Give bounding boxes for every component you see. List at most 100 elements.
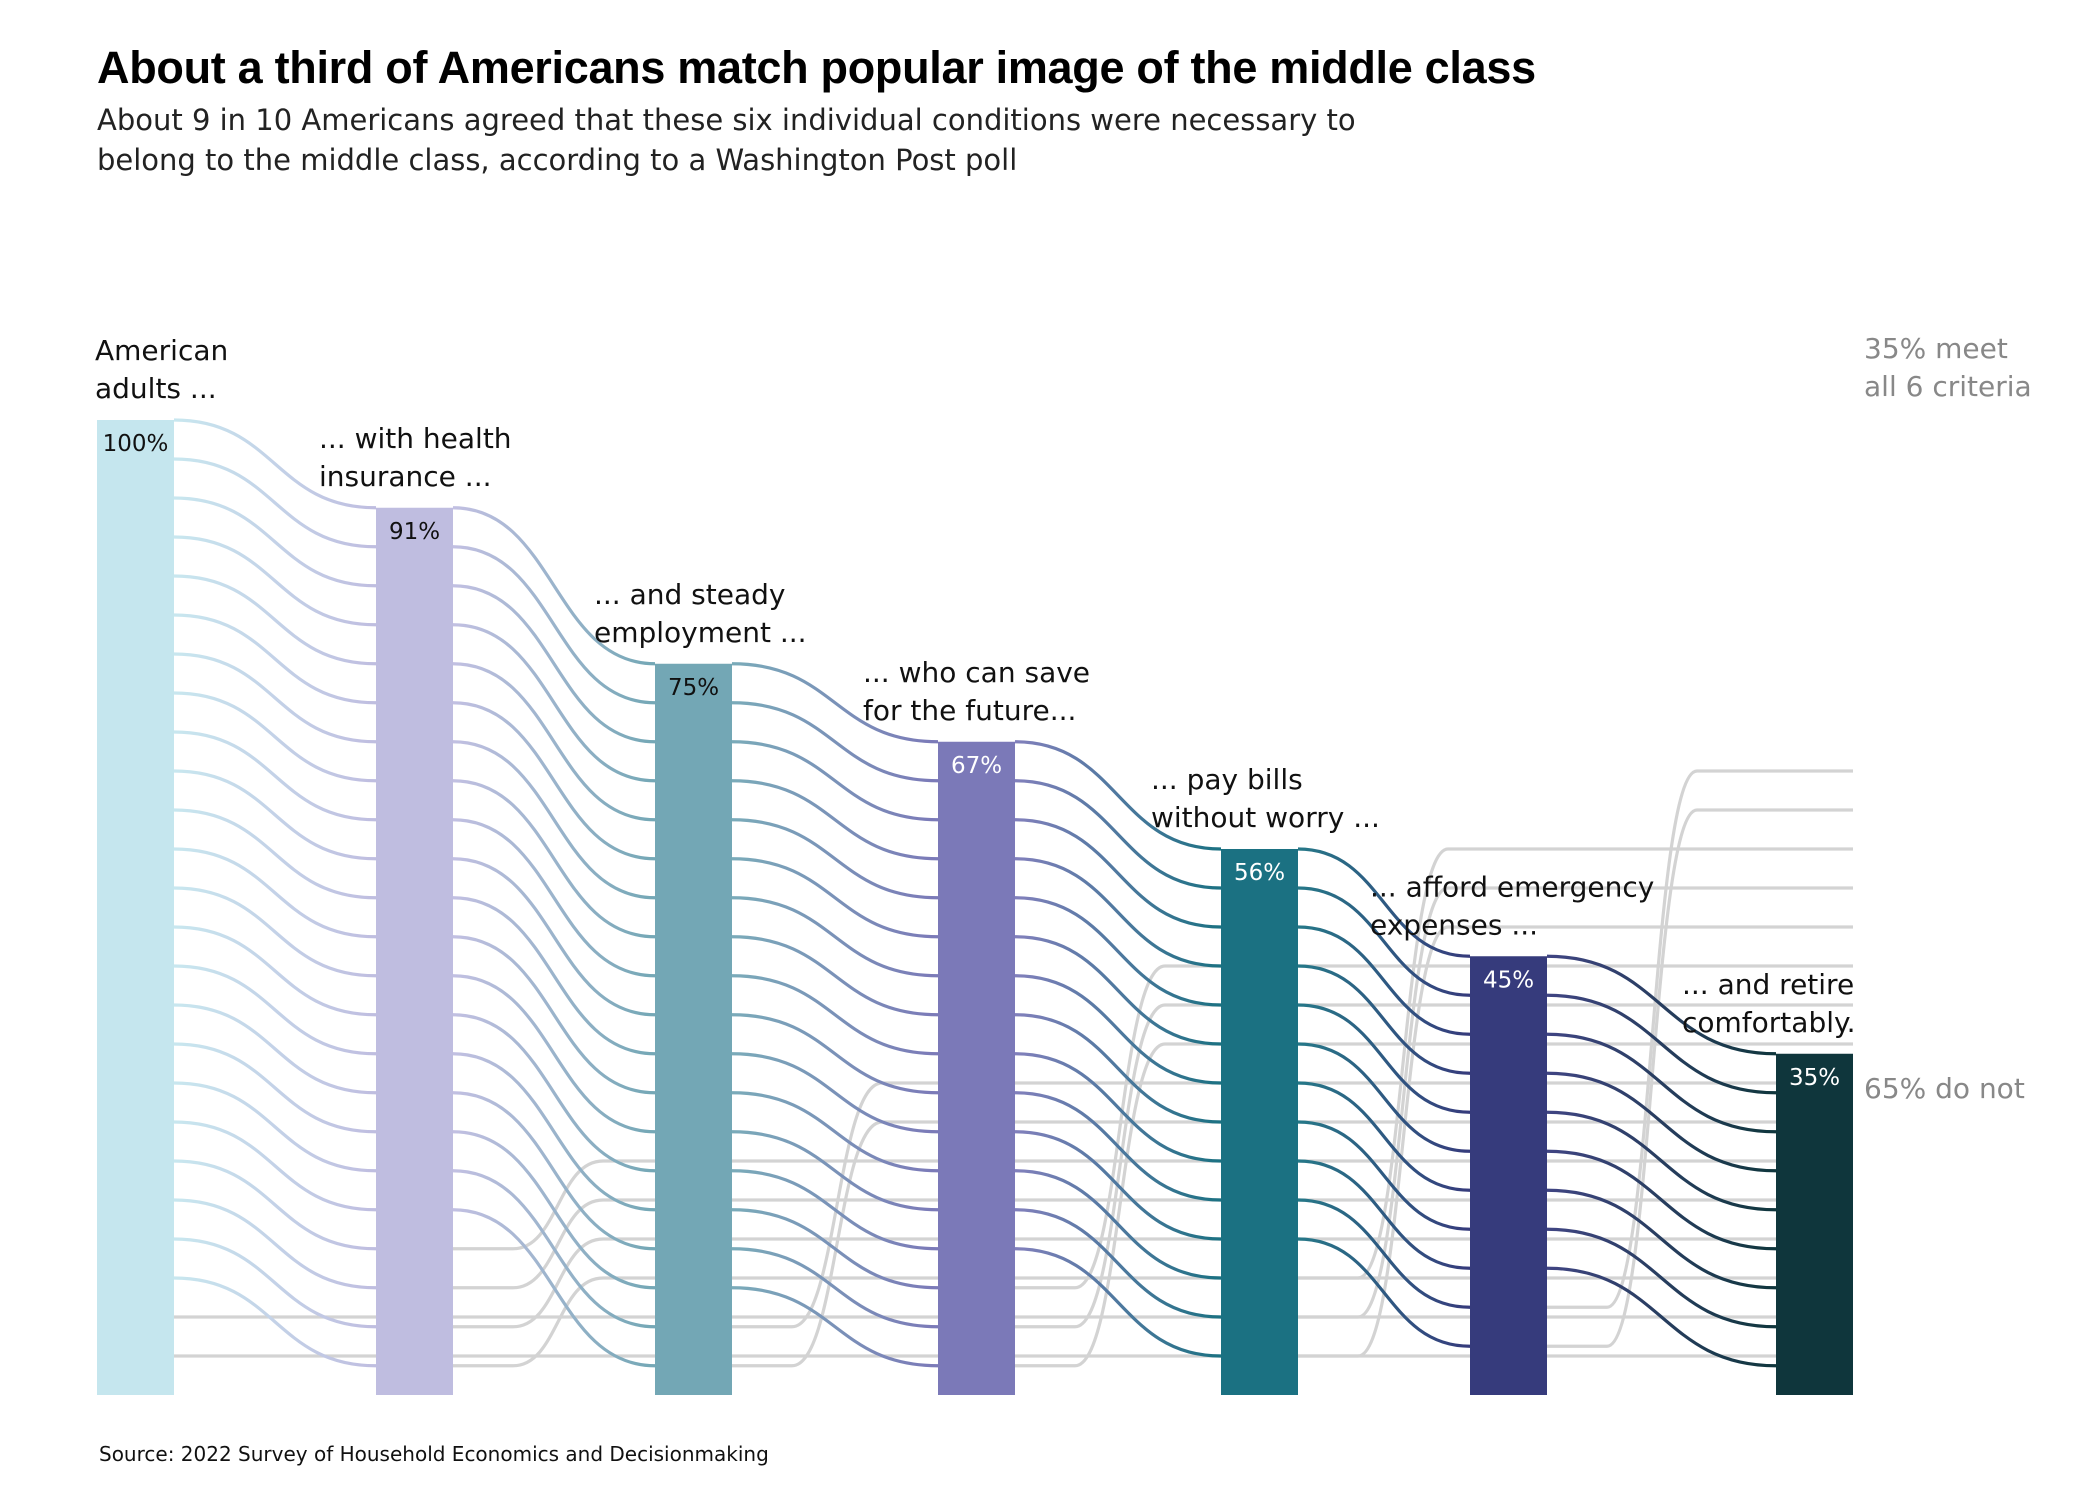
flow-line	[1297, 886, 1471, 997]
flow-line	[452, 1169, 656, 1329]
flow-line	[1546, 1266, 1777, 1368]
stage-labels: American adults ... ... with health insuran…	[95, 334, 1855, 1039]
stage-percent-label: 75%	[668, 675, 719, 701]
flow-line	[452, 935, 656, 1095]
outcome-labels: 35% meet all 6 criteria 65% do not	[1864, 332, 2032, 1105]
stage-label-line: American	[95, 334, 228, 367]
flow-line	[1014, 935, 1222, 1046]
flow-line	[1546, 1188, 1777, 1290]
flow-line	[173, 730, 377, 822]
stage-label-line: comfortably.	[1682, 1006, 1855, 1039]
flow-line	[731, 1013, 939, 1095]
flow-line	[1297, 1003, 1471, 1114]
flow-line	[1014, 857, 1222, 968]
flow-line	[173, 1276, 377, 1368]
flow-line	[731, 1169, 939, 1251]
flow-line	[452, 818, 656, 978]
flow-line	[1014, 1052, 1222, 1163]
chart-title: About a third of Americans match popular…	[97, 42, 1536, 93]
flow-line	[1297, 925, 1471, 1036]
source-note: Source: 2022 Survey of Household Economi…	[99, 1442, 769, 1466]
stage-label-line: expenses ...	[1370, 908, 1538, 941]
flow-line	[173, 535, 377, 627]
flow-line	[452, 506, 656, 666]
flow-line	[1297, 1042, 1471, 1153]
flow-line	[1014, 1130, 1222, 1241]
dropout-line	[453, 1276, 1853, 1368]
flow-line	[173, 1120, 377, 1212]
flow-line	[452, 974, 656, 1134]
flow-line	[173, 574, 377, 666]
flow-line	[173, 691, 377, 783]
flow-line	[731, 1091, 939, 1173]
dropout-line	[1298, 886, 1853, 1319]
flow-line	[1014, 740, 1222, 851]
flow-line	[1546, 954, 1777, 1056]
flow-line	[173, 886, 377, 978]
flow-line	[1297, 1198, 1471, 1309]
stage-bar	[376, 507, 453, 1395]
flow-line	[1297, 1120, 1471, 1231]
flow-line	[173, 1198, 377, 1290]
stage-percent-label: 35%	[1789, 1065, 1840, 1091]
stage-label-line: employment ...	[594, 616, 807, 649]
flow-line	[731, 1247, 939, 1329]
stage-label-line: ... with health	[319, 422, 512, 455]
outcome-label-line: 35% meet	[1864, 332, 2008, 365]
stage-percent-label: 45%	[1483, 967, 1534, 993]
stage-label-line: adults ...	[95, 372, 217, 405]
dropout-line	[453, 1159, 1853, 1251]
flow-line	[1014, 1013, 1222, 1124]
flow-line	[731, 857, 939, 939]
stage-label-line: for the future...	[863, 694, 1076, 727]
flow-line	[452, 857, 656, 1017]
flow-line	[173, 769, 377, 861]
dropout-line	[1015, 964, 1853, 1290]
flow-line	[173, 1042, 377, 1134]
flow-line	[173, 1159, 377, 1251]
stage-bar	[97, 420, 174, 1395]
stage-flows	[173, 418, 1777, 1368]
flow-line	[731, 1130, 939, 1212]
stage-percent-label: 91%	[389, 519, 440, 545]
stage-percent-label: 56%	[1234, 860, 1285, 886]
flow-line	[1297, 1081, 1471, 1192]
flow-line	[1014, 1091, 1222, 1202]
flow-line	[173, 457, 377, 549]
stage-label-line: without worry ...	[1151, 801, 1380, 834]
dropout-line	[1547, 808, 1853, 1348]
flow-line	[452, 662, 656, 822]
flow-line	[452, 545, 656, 705]
stage-label-line: ... afford emergency	[1370, 870, 1654, 903]
flow-line	[452, 896, 656, 1056]
stage-bar	[1221, 849, 1298, 1395]
flow-line	[1546, 1032, 1777, 1134]
flow-line	[731, 1208, 939, 1290]
flow-line	[1297, 964, 1471, 1075]
dropout-line	[453, 1237, 1853, 1329]
flow-line	[1546, 1149, 1777, 1251]
flow-line	[173, 613, 377, 705]
flow-line	[731, 1052, 939, 1134]
flow-line	[1014, 896, 1222, 1007]
flow-line	[1014, 818, 1222, 929]
flow-line	[452, 1013, 656, 1173]
flow-line	[173, 418, 377, 510]
flow-line	[1546, 1071, 1777, 1173]
stage-percent-label: 67%	[951, 753, 1002, 779]
flow-line	[1546, 1227, 1777, 1329]
flow-line	[731, 935, 939, 1017]
flow-line	[1546, 993, 1777, 1095]
flow-line	[1297, 847, 1471, 958]
flow-line	[173, 847, 377, 939]
stage-label-line: insurance ...	[319, 460, 492, 493]
flow-line	[173, 1081, 377, 1173]
dropout-line	[453, 1198, 1853, 1290]
flow-line	[173, 496, 377, 588]
flow-line	[173, 1003, 377, 1095]
stage-bar	[655, 663, 732, 1395]
dropout-line	[1298, 925, 1853, 1358]
flow-line	[1014, 1247, 1222, 1358]
